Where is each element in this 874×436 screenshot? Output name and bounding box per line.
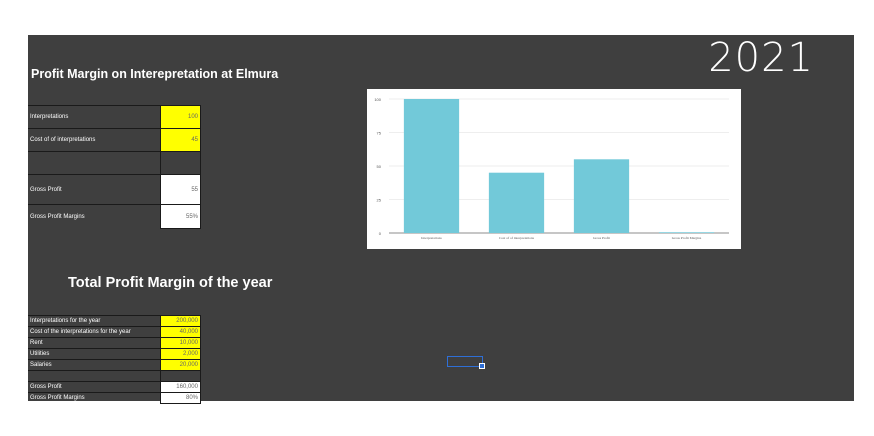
row-value[interactable]: 40,000: [160, 326, 201, 338]
row-value[interactable]: [160, 151, 201, 175]
row-value[interactable]: 2,000: [160, 348, 201, 360]
x-tick-label: Gross Profit Margins: [672, 236, 702, 240]
row-value[interactable]: 20,000: [160, 359, 201, 371]
profit-margin-table: Interpretations 100 Cost of of interpret…: [28, 105, 201, 229]
row-value[interactable]: 10,000: [160, 337, 201, 349]
section-title-elmura: Profit Margin on Interepretation at Elmu…: [31, 67, 279, 81]
row-label[interactable]: Utilities: [28, 348, 161, 360]
row-value[interactable]: [160, 370, 201, 382]
row-label[interactable]: Cost of the interpretations for the year: [28, 326, 161, 338]
y-tick-label: 50: [377, 164, 382, 169]
chart-svg: 0 25 50 75 100 Interpretations Cost of of inte…: [374, 97, 729, 240]
row-label[interactable]: [28, 370, 161, 382]
x-tick-label: Interpretations: [421, 236, 442, 240]
row-label[interactable]: Cost of of interpretations: [28, 128, 161, 152]
row-value[interactable]: 55: [160, 174, 201, 205]
bar-chart[interactable]: 0 25 50 75 100 Interpretations Cost of of inte…: [367, 89, 741, 249]
y-tick-label: 75: [377, 131, 382, 136]
row-label[interactable]: Gross Profit: [28, 174, 161, 205]
x-tick-label: Gross Profit: [593, 236, 610, 240]
y-tick-label: 25: [377, 198, 382, 203]
row-value[interactable]: 45: [160, 128, 201, 152]
y-tick-label: 0: [379, 231, 382, 236]
bar: [658, 232, 715, 233]
row-value[interactable]: 160,000: [160, 381, 201, 393]
row-label[interactable]: Rent: [28, 337, 161, 349]
y-tick-label: 100: [374, 97, 381, 102]
row-label[interactable]: Gross Profit Margins: [28, 392, 161, 404]
row-label[interactable]: Gross Profit Margins: [28, 204, 161, 229]
bar: [488, 172, 545, 233]
row-label[interactable]: Gross Profit: [28, 381, 161, 393]
row-value[interactable]: 55%: [160, 204, 201, 229]
year-heading: 2021: [708, 35, 814, 81]
section-title-year: Total Profit Margin of the year: [68, 275, 273, 291]
row-label[interactable]: Interpretations for the year: [28, 315, 161, 327]
selected-cell[interactable]: [447, 356, 485, 369]
row-label[interactable]: [28, 151, 161, 175]
x-tick-label: Cost of of interpretations: [499, 236, 535, 240]
yearly-margin-table: Interpretations for the year 200,000 Cos…: [28, 315, 201, 404]
row-value[interactable]: 200,000: [160, 315, 201, 327]
spreadsheet-area: 2021 Profit Margin on Interepretation at…: [28, 35, 854, 404]
row-label[interactable]: Salaries: [28, 359, 161, 371]
row-value[interactable]: 100: [160, 105, 201, 129]
bar: [403, 99, 460, 233]
bar: [573, 159, 630, 233]
row-value[interactable]: 80%: [160, 392, 201, 404]
row-label[interactable]: Interpretations: [28, 105, 161, 129]
